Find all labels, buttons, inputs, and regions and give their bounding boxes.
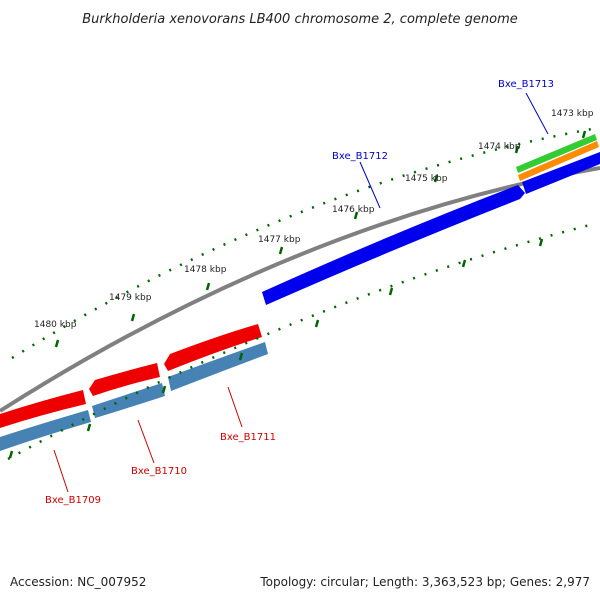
accession-text: Accession: NC_007952 <box>10 575 146 589</box>
tick-label-1475: 1475 kbp <box>405 174 448 184</box>
gene-label-bxe-b1713[interactable]: Bxe_B1713 <box>498 79 554 90</box>
leader-line-bxe-b1710 <box>137 419 155 464</box>
gene-arrow-bxe-b1712[interactable] <box>262 185 525 305</box>
gene-arrow-bxe-b1710[interactable] <box>89 363 160 396</box>
leader-line-bxe-b1709 <box>53 449 69 493</box>
ruler-tick-labels: 1473 kbp 1474 kbp 1475 kbp 1476 kbp 1477… <box>34 109 594 330</box>
map-title: Burkholderia xenovorans LB400 chromosome… <box>82 12 518 27</box>
tick-label-1476: 1476 kbp <box>332 205 375 215</box>
gene-label-bxe-b1711[interactable]: Bxe_B1711 <box>220 432 276 443</box>
tick-label-1474: 1474 kbp <box>478 142 521 152</box>
tick-label-1477: 1477 kbp <box>258 235 301 245</box>
rna-feature-green <box>516 134 597 173</box>
gene-label-bxe-b1710[interactable]: Bxe_B1710 <box>131 466 187 477</box>
tick-label-1478: 1478 kbp <box>184 265 227 275</box>
gene-arrow-bxe-b1709[interactable] <box>0 390 86 428</box>
tick-label-1480: 1480 kbp <box>34 320 77 330</box>
steel-segment-3 <box>0 410 91 451</box>
genome-summary-text: Topology: circular; Length: 3,363,523 bp… <box>259 575 590 589</box>
lower-dots <box>7 223 591 461</box>
gene-label-bxe-b1712[interactable]: Bxe_B1712 <box>332 151 388 162</box>
tick-label-1473: 1473 kbp <box>551 109 594 119</box>
ruler-dots <box>11 126 599 360</box>
leader-line-bxe-b1711 <box>227 386 243 428</box>
ruler-major-ticks <box>54 130 587 348</box>
genome-backbone <box>0 166 600 413</box>
lower-major-ticks <box>8 238 544 459</box>
leader-line-bxe-b1713 <box>525 92 549 135</box>
leader-line-bxe-b1712 <box>359 161 381 209</box>
gene-label-bxe-b1709[interactable]: Bxe_B1709 <box>45 495 101 506</box>
rna-feature-orange <box>518 141 599 181</box>
steel-segment-1 <box>168 342 268 391</box>
gene-arrow-bxe-b1713[interactable] <box>522 152 600 194</box>
gene-arrow-bxe-b1711[interactable] <box>164 324 262 371</box>
steel-segment-2 <box>92 383 165 418</box>
tick-label-1479: 1479 kbp <box>109 293 152 303</box>
